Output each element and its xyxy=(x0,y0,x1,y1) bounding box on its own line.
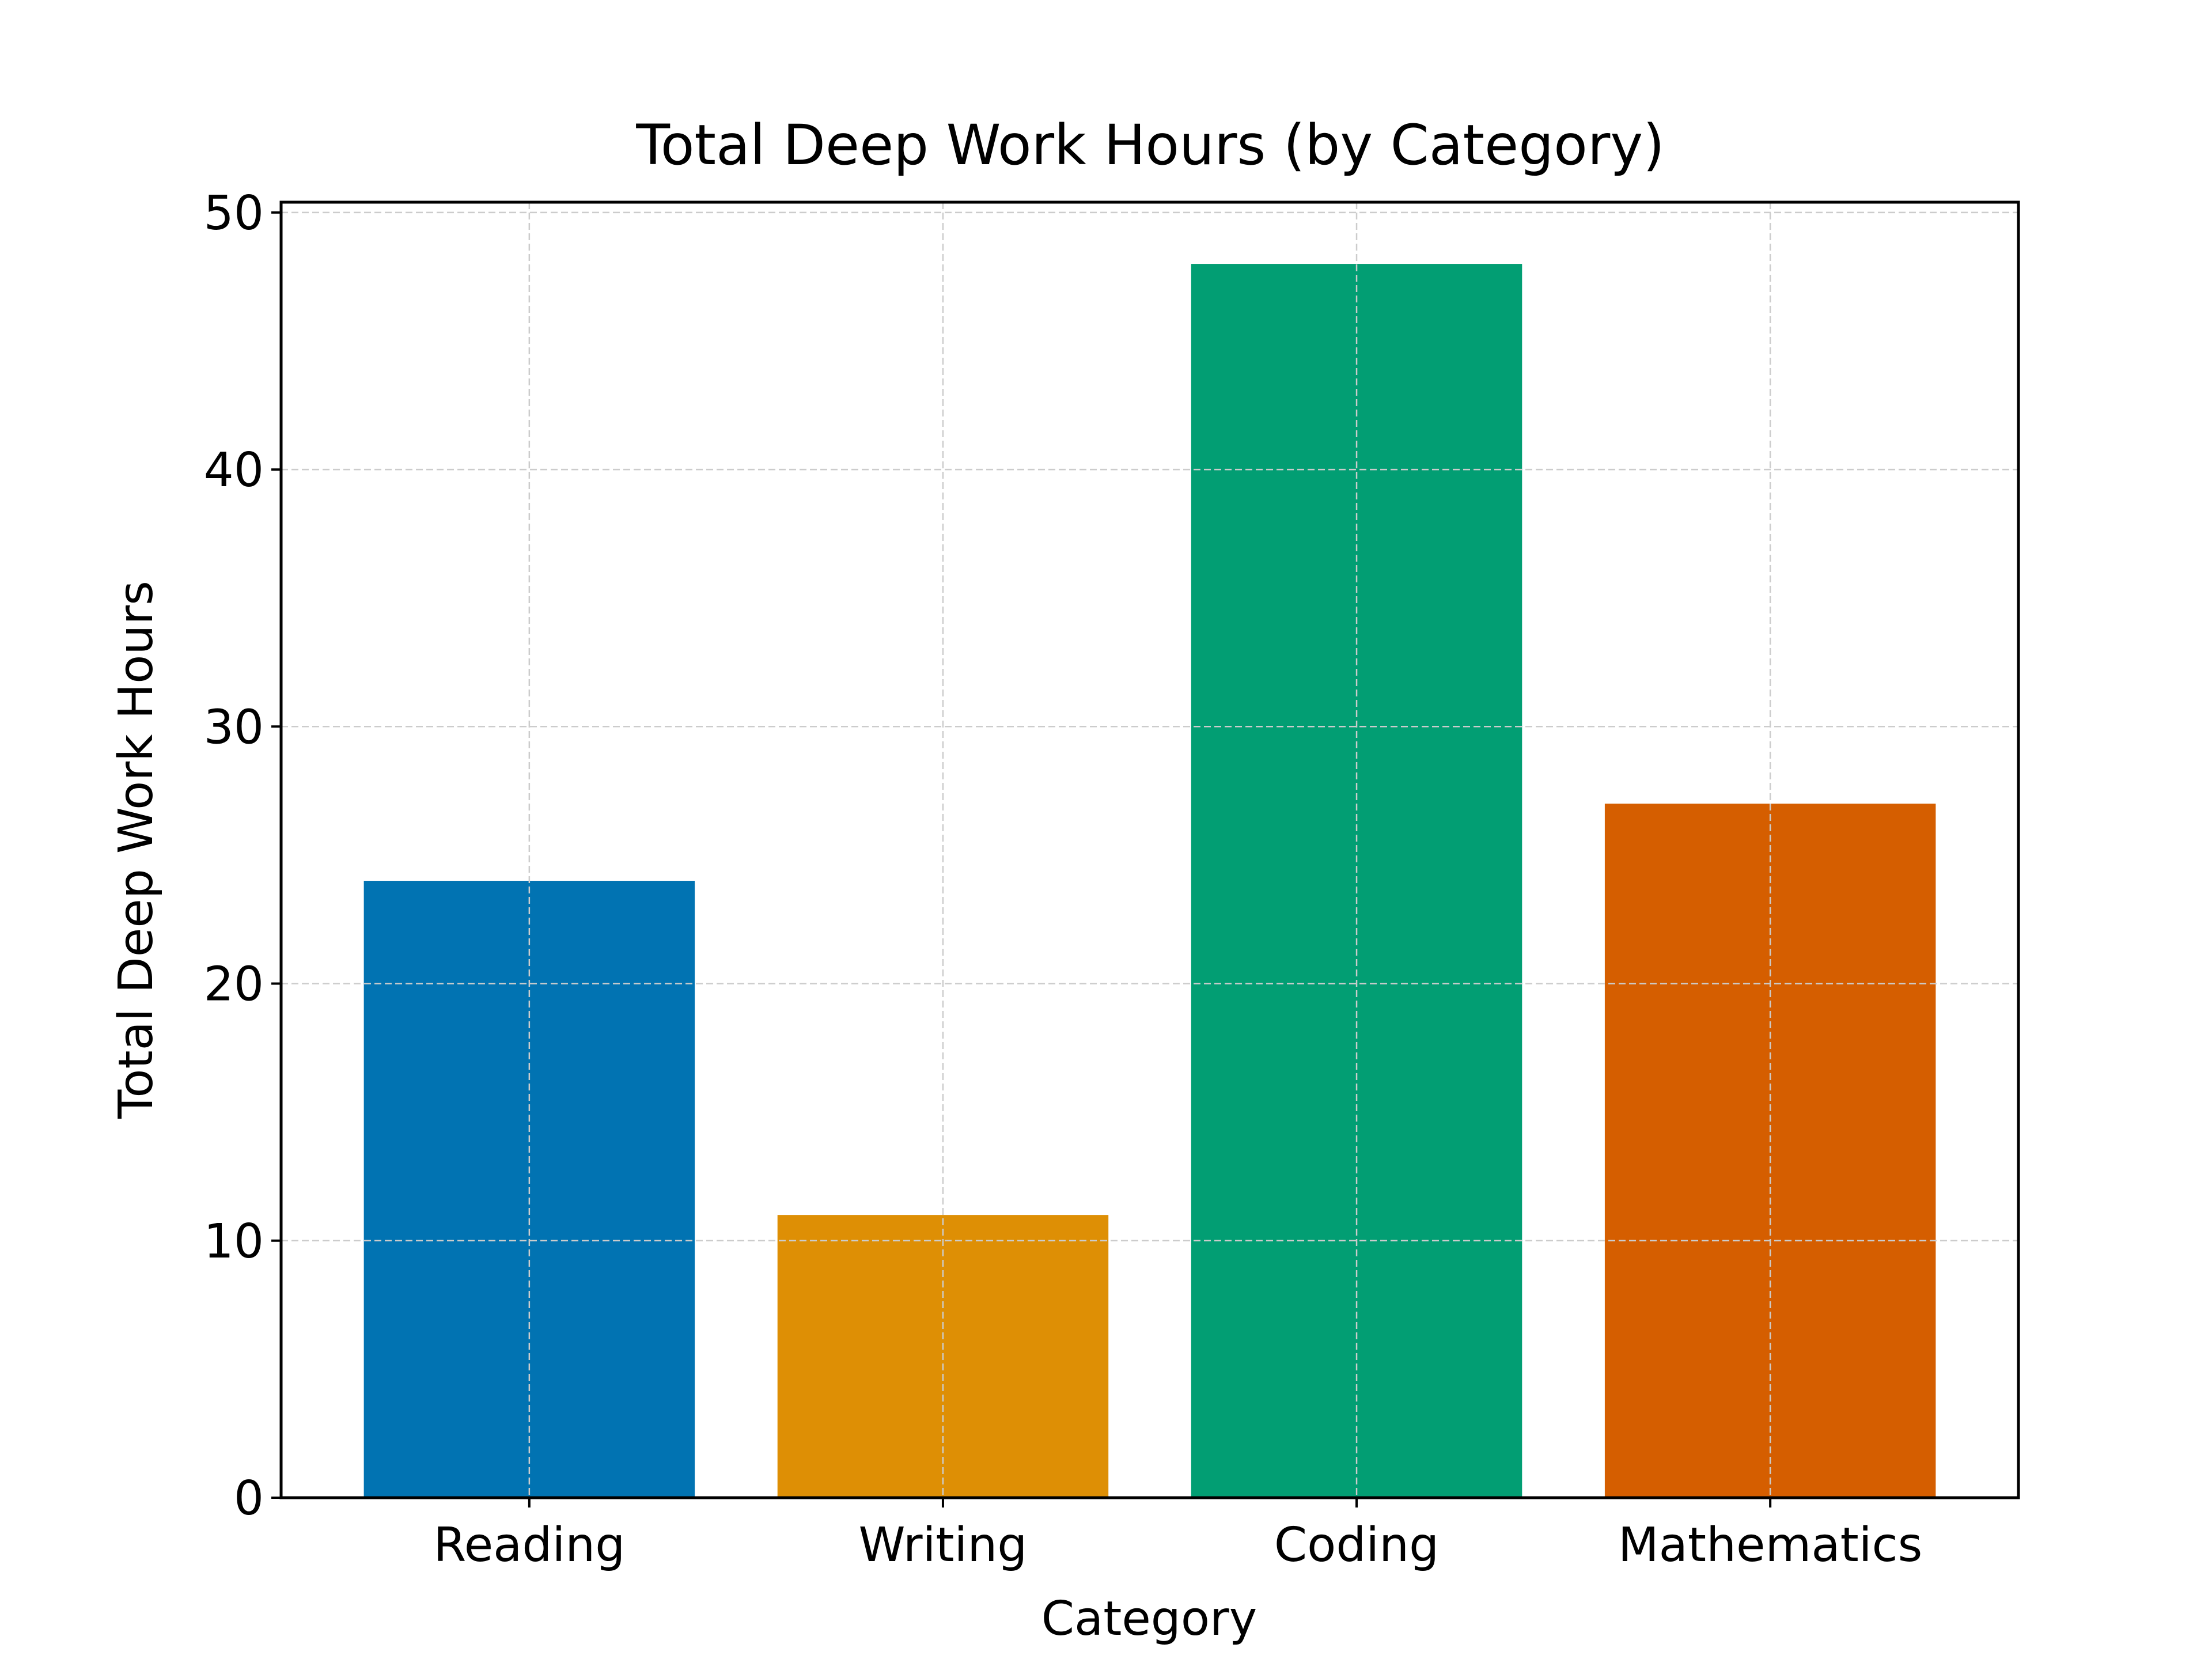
x-tick-label: Writing xyxy=(859,1518,1028,1573)
x-axis-ticks: Reading Writing Coding Mathematics xyxy=(433,1498,1922,1573)
chart-title: Total Deep Work Hours (by Category) xyxy=(635,113,1664,177)
y-tick-label: 40 xyxy=(204,443,264,498)
y-axis-ticks: 0 10 20 30 40 50 xyxy=(204,186,281,1526)
y-tick-label: 50 xyxy=(204,186,264,241)
x-axis-label: Category xyxy=(1041,1592,1257,1646)
y-tick-label: 30 xyxy=(204,700,264,755)
y-tick-label: 10 xyxy=(204,1214,264,1269)
x-tick-label: Coding xyxy=(1274,1518,1439,1573)
x-tick-label: Mathematics xyxy=(1618,1518,1922,1573)
plot-frame xyxy=(279,200,2020,1499)
y-tick-label: 20 xyxy=(204,957,264,1012)
bars xyxy=(363,264,1936,1498)
y-tick-label: 0 xyxy=(234,1471,264,1526)
y-axis-label: Total Deep Work Hours xyxy=(109,581,164,1119)
x-tick-label: Reading xyxy=(433,1518,625,1573)
